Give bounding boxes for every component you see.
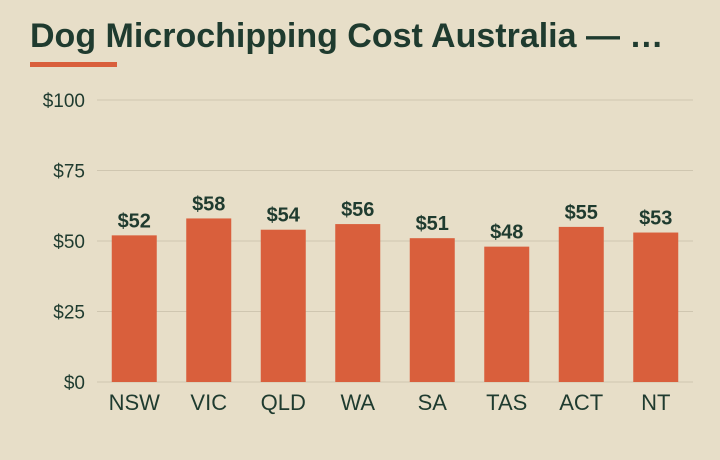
- title-underline: [30, 62, 117, 67]
- bar-wa: [335, 224, 381, 382]
- x-tick-label-nsw: NSW: [109, 390, 161, 415]
- bar-nsw: [111, 235, 157, 382]
- x-tick-label-qld: QLD: [261, 390, 306, 415]
- bar-vic: [186, 218, 232, 382]
- x-tick-label-vic: VIC: [190, 390, 227, 415]
- bar-sa: [409, 238, 455, 382]
- x-tick-label-nt: NT: [641, 390, 670, 415]
- data-labels: $52 $58 $54 $56 $51 $48 $55 $53: [118, 193, 673, 243]
- data-label-vic: $58: [192, 193, 225, 215]
- y-tick-label: $100: [43, 91, 85, 112]
- y-tick-label: $50: [53, 232, 85, 253]
- x-tick-label-act: ACT: [559, 390, 603, 415]
- data-label-act: $55: [565, 202, 598, 224]
- data-label-nt: $53: [639, 208, 672, 230]
- data-label-nsw: $52: [118, 210, 151, 232]
- y-tick-label: $25: [53, 303, 85, 324]
- bar-tas: [484, 246, 530, 382]
- x-tick-label-tas: TAS: [486, 390, 527, 415]
- y-tick-label: $75: [53, 162, 85, 183]
- data-label-sa: $51: [416, 213, 449, 235]
- bar-act: [558, 226, 604, 382]
- y-tick-label: $0: [64, 373, 85, 394]
- x-axis: NSW VIC QLD WA SA TAS ACT NT: [109, 390, 671, 415]
- bar-qld: [260, 229, 306, 382]
- bar-nt: [633, 232, 679, 382]
- x-tick-label-sa: SA: [418, 390, 448, 415]
- y-axis: $0 $25 $50 $75 $100: [43, 91, 85, 394]
- data-label-wa: $56: [341, 199, 374, 221]
- bars: [111, 218, 679, 382]
- data-label-qld: $54: [267, 205, 301, 227]
- x-tick-label-wa: WA: [340, 390, 375, 415]
- data-label-tas: $48: [490, 222, 523, 244]
- chart-title: Dog Microchipping Cost Australia — …: [30, 17, 664, 55]
